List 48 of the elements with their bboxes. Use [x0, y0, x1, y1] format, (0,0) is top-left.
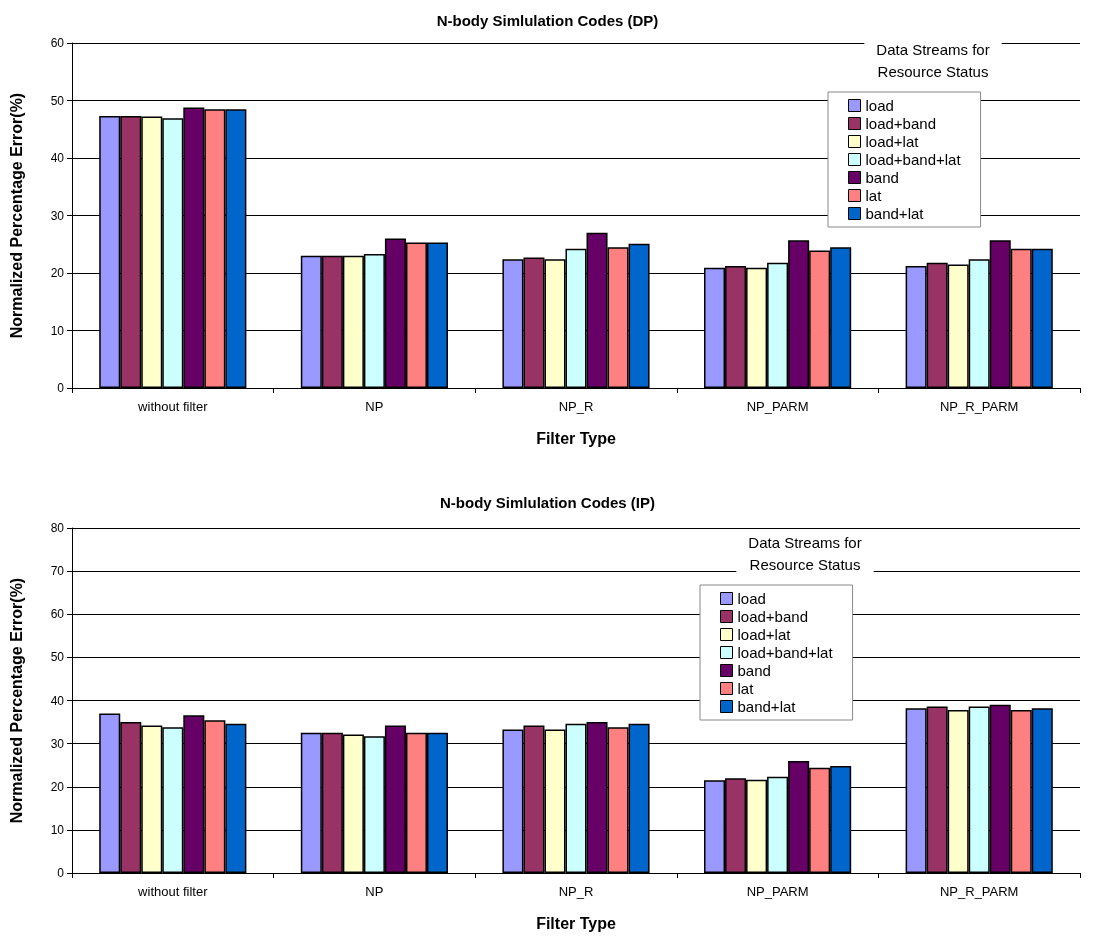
y-axis-title: Normalized Percentage Error(%) — [7, 92, 25, 339]
legend-label: lat — [737, 680, 755, 697]
y-tick-label: 30 — [50, 208, 65, 223]
legend-label: load+lat — [737, 626, 792, 643]
legend-label: load+band — [737, 608, 808, 625]
y-tick-label: 20 — [50, 266, 65, 280]
x-tick-label: NP_R_PARM — [939, 399, 1019, 414]
legend-label: load+band — [865, 115, 936, 132]
y-tick-label: 50 — [50, 93, 65, 108]
x-tick-label: NP_PARM — [746, 884, 809, 899]
x-tick-label: NP — [365, 884, 384, 899]
x-axis-title: Filter Type — [536, 914, 616, 932]
chart-title: N-body Simlulation Codes (DP) — [436, 12, 659, 29]
y-tick-label: 80 — [50, 521, 65, 535]
legend-title: Data Streams for Resource Status — [748, 533, 862, 573]
x-tick-label: NP_PARM — [746, 399, 809, 414]
y-tick-label: 30 — [50, 736, 65, 751]
y-tick-label: 10 — [50, 822, 65, 837]
y-tick-label: 60 — [50, 36, 65, 50]
x-tick-label: NP_R — [558, 884, 594, 899]
y-axis-title: Normalized Percentage Error(%) — [7, 577, 25, 824]
y-tick-label: 40 — [50, 693, 65, 708]
legend-label: load+band+lat — [865, 151, 962, 168]
x-tick-label: NP_R_PARM — [939, 884, 1019, 899]
legend-label: load+band+lat — [737, 644, 834, 661]
chart-title: N-body Simlulation Codes (IP) — [439, 494, 656, 511]
x-tick-label: without filter — [137, 399, 209, 414]
legend-label: band — [737, 662, 771, 679]
legend-title: Data Streams for Resource Status — [876, 40, 990, 80]
legend-label: load — [737, 590, 766, 607]
legend-label: band+lat — [737, 698, 797, 715]
legend-label: band — [865, 169, 899, 186]
legend-label: load — [865, 97, 894, 114]
y-tick-label: 70 — [50, 564, 65, 579]
y-tick-label: 50 — [50, 650, 65, 665]
y-tick-label: 0 — [57, 381, 65, 395]
legend-label: lat — [865, 187, 883, 204]
legend-label: load+lat — [865, 133, 920, 150]
x-tick-label: NP — [365, 399, 384, 414]
y-tick-label: 10 — [50, 323, 65, 338]
x-tick-label: without filter — [137, 884, 209, 899]
y-tick-label: 60 — [50, 607, 65, 622]
x-tick-label: NP_R — [558, 399, 594, 414]
y-tick-label: 20 — [50, 779, 65, 794]
x-axis-title: Filter Type — [536, 429, 616, 447]
y-tick-label: 40 — [50, 151, 65, 165]
legend-label: band+lat — [865, 205, 925, 222]
y-tick-label: 0 — [57, 866, 65, 880]
